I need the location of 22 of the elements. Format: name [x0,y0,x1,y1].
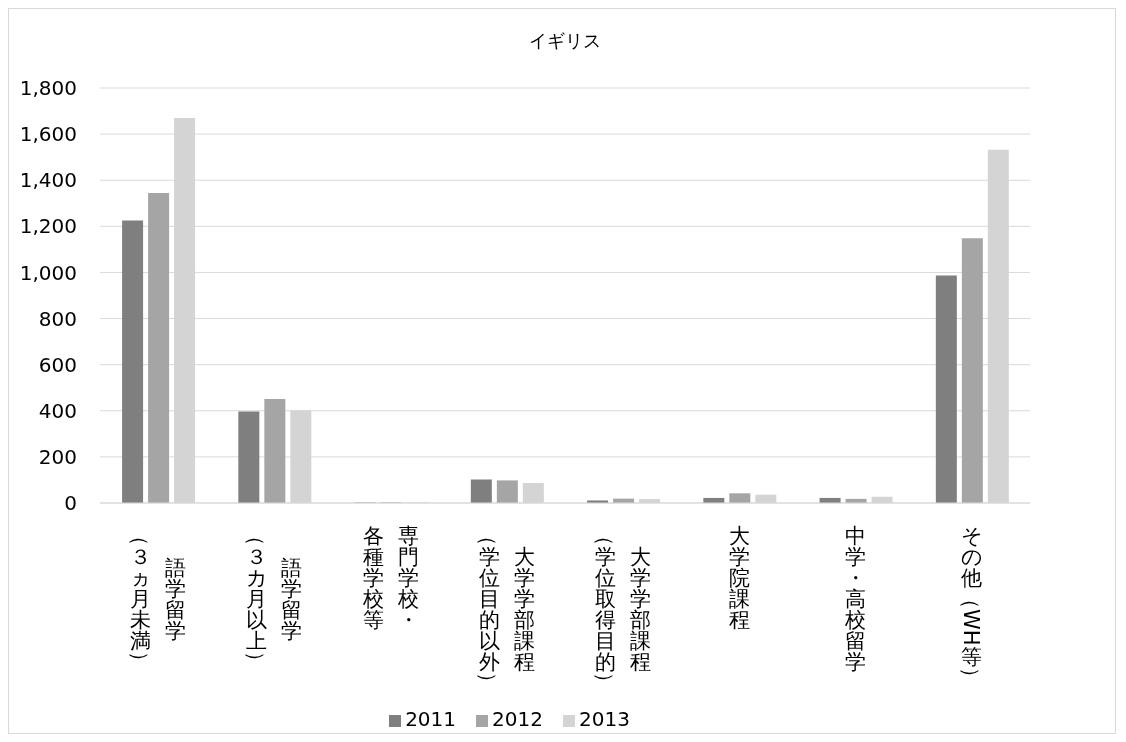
y-tick-label: 600 [38,352,77,377]
y-tick-label: 400 [38,398,77,423]
x-tick-label: 語学留学（３ヵ月未満） [127,525,187,672]
x-tick-label: 大学院課程 [728,524,750,633]
y-tick-label: 1,000 [19,260,77,285]
legend-label: 2013 [578,707,630,731]
y-tick-label: 200 [38,444,77,469]
y-tick-label: 1,600 [19,122,77,147]
x-tick-label: 大学学部課程（学位目的以外） [476,525,535,693]
x-tick-label: その他（WH等） [958,524,984,688]
y-tick-label: 1,800 [19,76,77,101]
x-tick-label: 中学・高校留学 [844,524,867,675]
x-tick-label: 大学学部課程（学位取得目的） [592,525,652,693]
y-tick-label: 1,200 [19,214,77,239]
legend-label: 2012 [492,707,543,731]
y-tick-label: 0 [64,491,77,516]
y-tick-label: 800 [38,306,77,331]
x-tick-label: 語学留学（３カ月以上） [243,525,303,672]
legend-label: 2011 [405,707,457,731]
x-tick-label: 専門学校・各種学校等 [361,524,419,633]
chart-title: イギリス [528,29,602,53]
y-tick-label: 1,400 [19,168,77,193]
